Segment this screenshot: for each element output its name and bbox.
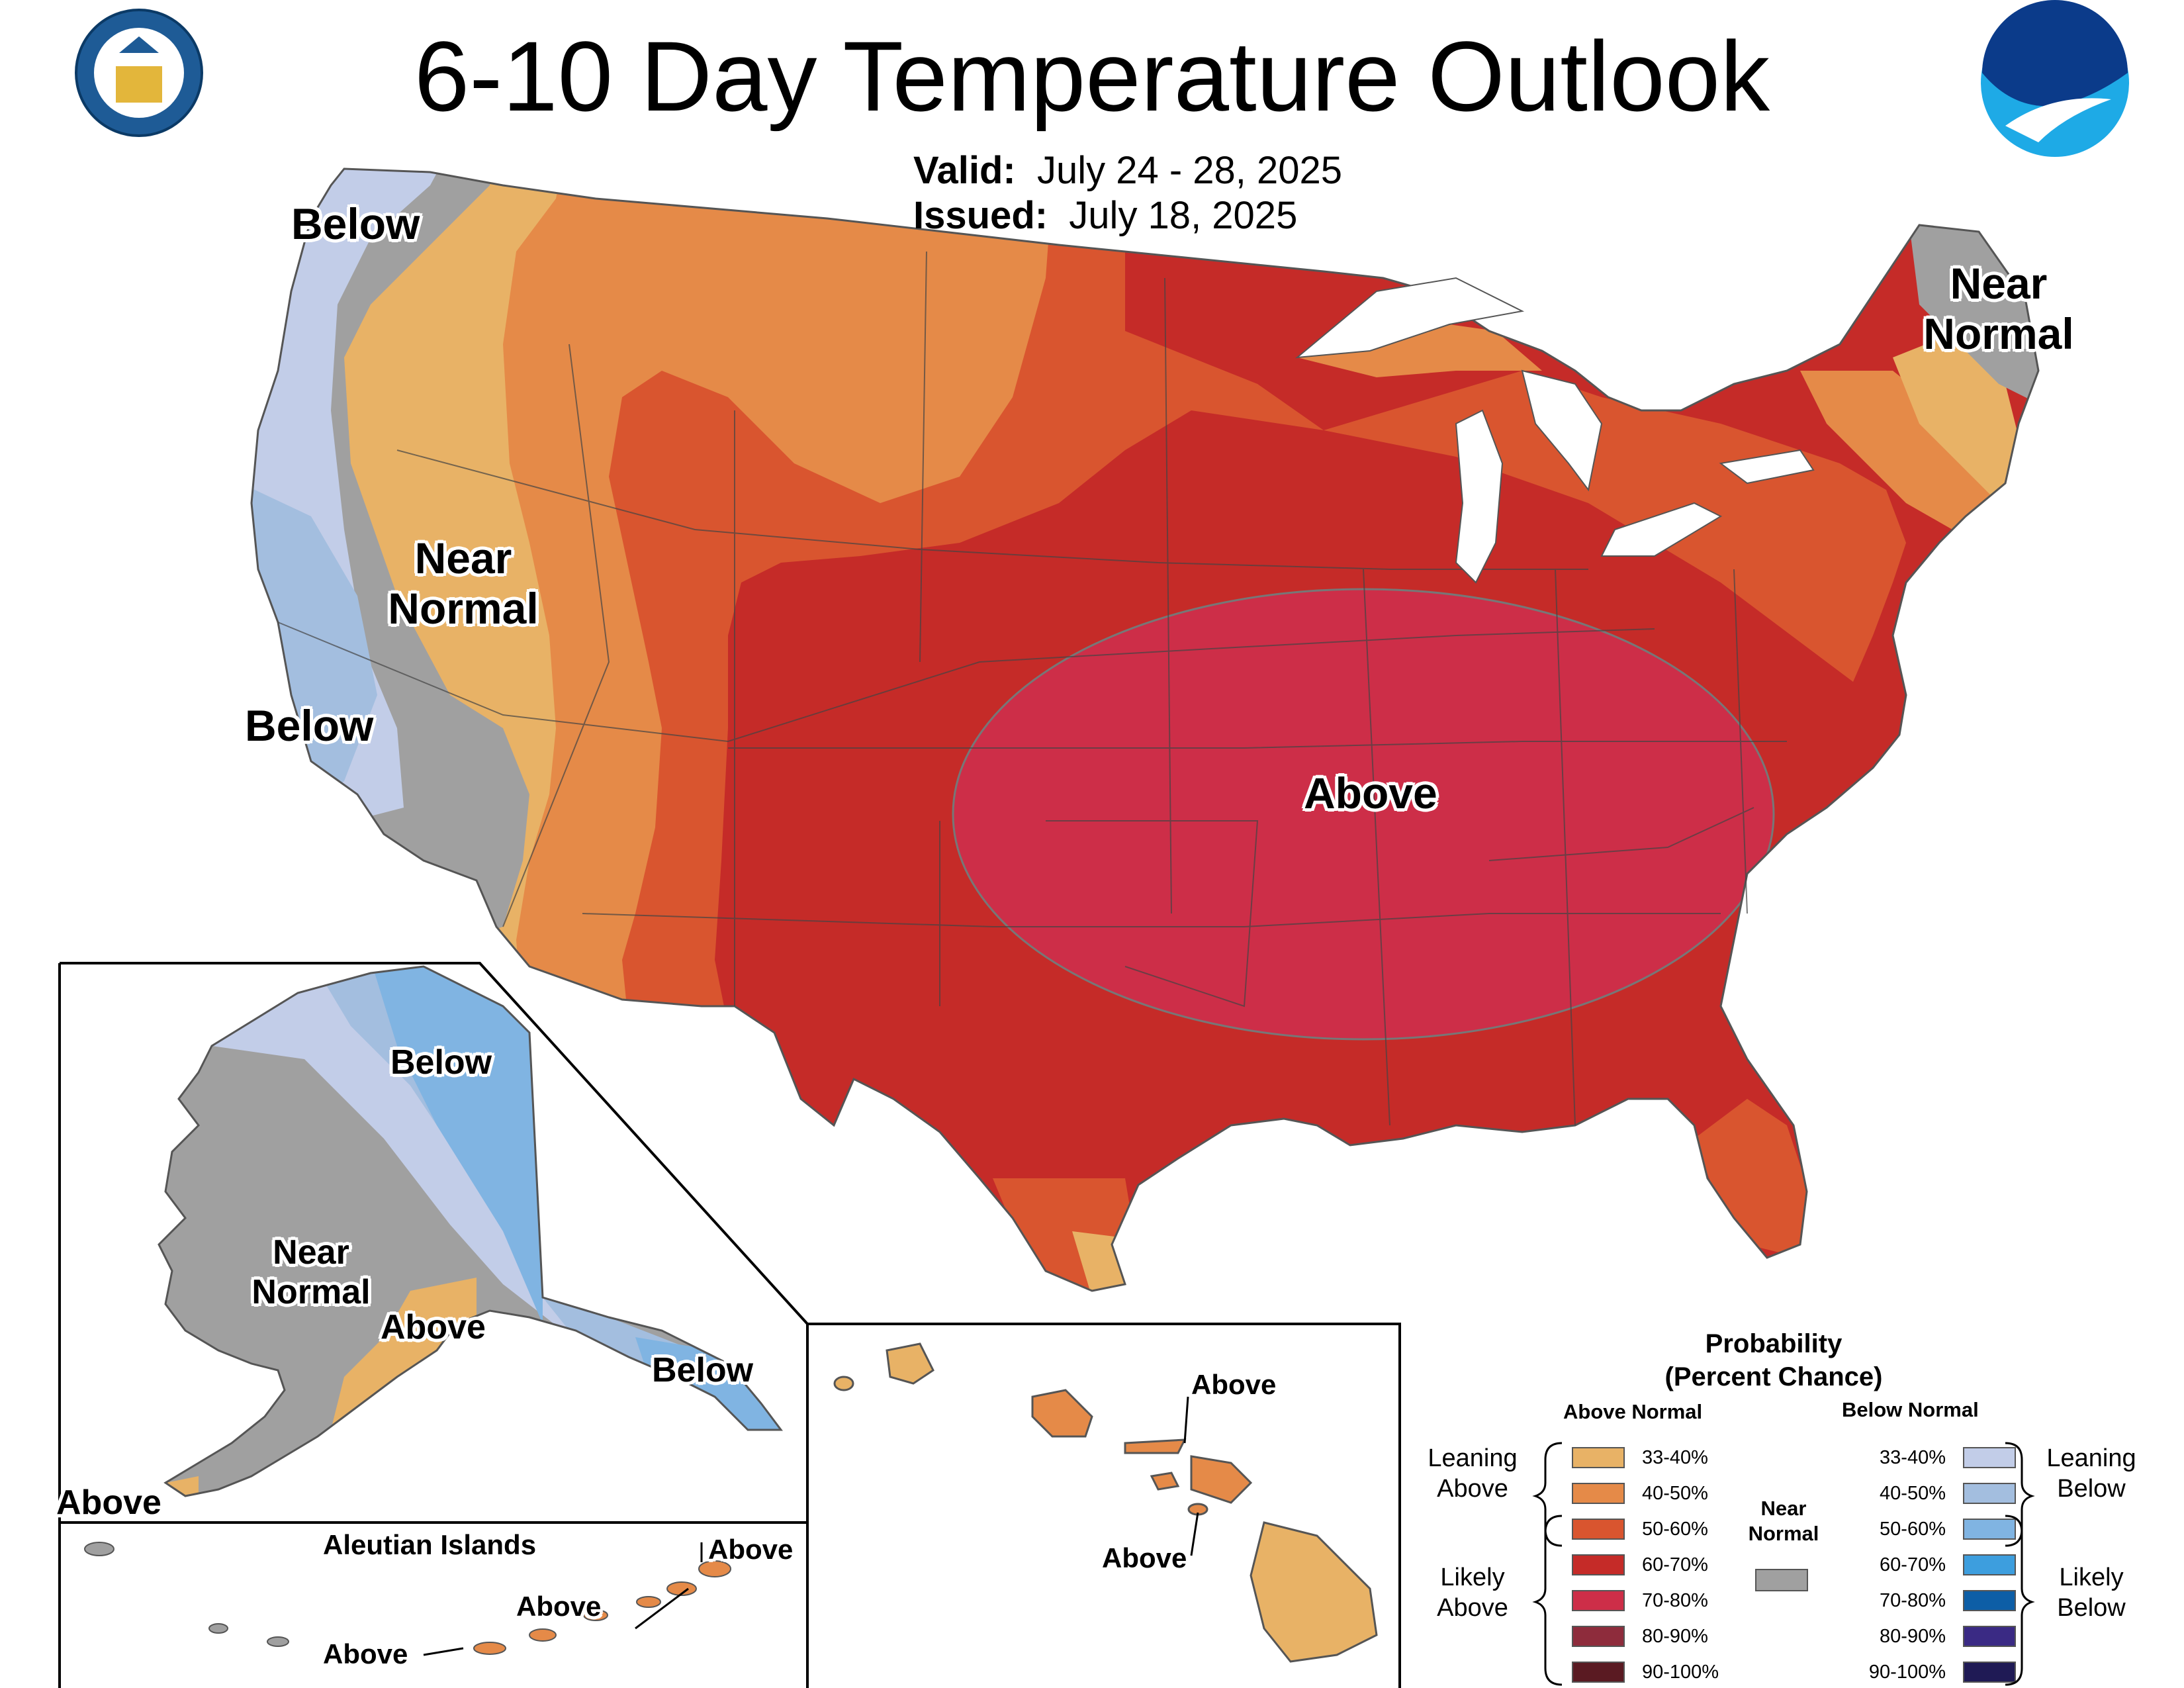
legend-above-swatch bbox=[1572, 1519, 1625, 1540]
legend-above-range: 70-80% bbox=[1642, 1589, 1708, 1611]
legend-below-row: 50-60% bbox=[1846, 1515, 2016, 1544]
legend-likely-below: Likely Below bbox=[2057, 1564, 2126, 1622]
issued-label: Issued: bbox=[913, 194, 1048, 237]
legend-above-range: 80-90% bbox=[1642, 1625, 1708, 1647]
legend-above-row: 50-60% bbox=[1572, 1515, 1708, 1544]
legend-below-range: 60-70% bbox=[1880, 1554, 1946, 1575]
aleutian-title: Aleutian Islands bbox=[323, 1529, 537, 1560]
legend-above-swatch bbox=[1572, 1447, 1625, 1468]
legend-title: Probability (Percent Chance) bbox=[1664, 1329, 1883, 1391]
legend-above-row: 60-70% bbox=[1572, 1550, 1708, 1579]
legend-below-row: 90-100% bbox=[1846, 1658, 2016, 1687]
legend-below-head: Below Normal bbox=[1842, 1398, 1979, 1421]
legend-above-range: 50-60% bbox=[1642, 1518, 1708, 1540]
legend-below-range: 80-90% bbox=[1880, 1625, 1946, 1647]
legend-above-swatch bbox=[1572, 1626, 1625, 1647]
legend-above-head: Above Normal bbox=[1563, 1400, 1703, 1423]
legend-below-swatch bbox=[1963, 1554, 2016, 1575]
legend-leaning-below: Leaning Below bbox=[2046, 1444, 2136, 1503]
ak-label-below-se: Below bbox=[652, 1351, 754, 1389]
ak-label-below-north: Below bbox=[390, 1043, 492, 1082]
ak-label-above-south: Above bbox=[381, 1308, 486, 1346]
label-above: Above bbox=[1304, 769, 1437, 818]
legend-above-row: 90-100% bbox=[1572, 1658, 1719, 1687]
aleutian-label-above-3: Above bbox=[323, 1638, 408, 1669]
legend-above-row: 80-90% bbox=[1572, 1622, 1708, 1651]
hi-label-above-1: Above bbox=[1191, 1369, 1277, 1400]
legend-below-range: 50-60% bbox=[1880, 1518, 1946, 1540]
map-title: 6-10 Day Temperature Outlook bbox=[414, 21, 1770, 132]
ak-label-above-sw: Above bbox=[56, 1483, 161, 1522]
legend-above-range: 33-40% bbox=[1642, 1446, 1708, 1468]
legend-leaning-above: Leaning Above bbox=[1428, 1444, 1518, 1503]
legend-below-range: 33-40% bbox=[1880, 1446, 1946, 1468]
label-below-north: Below bbox=[291, 199, 420, 248]
valid-line: Valid: July 24 - 28, 2025 bbox=[913, 149, 1342, 193]
noaa-logo-icon bbox=[1981, 0, 2129, 157]
legend-below-row: 80-90% bbox=[1846, 1622, 2016, 1651]
legend-above-row: 70-80% bbox=[1572, 1586, 1708, 1615]
label-near-west: Near Normal bbox=[388, 534, 539, 633]
aleutian-label-above-1: Above bbox=[708, 1534, 794, 1565]
label-near-northeast: Near Normal bbox=[1923, 259, 2074, 358]
legend-above-row: 33-40% bbox=[1572, 1443, 1708, 1472]
valid-value: July 24 - 28, 2025 bbox=[1036, 149, 1343, 192]
legend-below-swatch bbox=[1963, 1626, 2016, 1647]
hi-label-above-2: Above bbox=[1102, 1542, 1187, 1573]
legend-above-range: 60-70% bbox=[1642, 1554, 1708, 1575]
legend-near-normal: Near Normal bbox=[1748, 1497, 1819, 1545]
legend-below-row: 60-70% bbox=[1846, 1550, 2016, 1579]
legend-above-range: 40-50% bbox=[1642, 1482, 1708, 1504]
legend-below-swatch bbox=[1963, 1447, 2016, 1468]
legend-below-range: 40-50% bbox=[1880, 1482, 1946, 1504]
commerce-seal-icon bbox=[75, 9, 203, 137]
legend-above-swatch bbox=[1572, 1554, 1625, 1575]
legend-near-normal-swatch bbox=[1755, 1569, 1808, 1591]
legend-below-range: 90-100% bbox=[1868, 1661, 1946, 1683]
legend-below-row: 33-40% bbox=[1846, 1443, 2016, 1472]
legend-below-swatch bbox=[1963, 1662, 2016, 1683]
legend-below-swatch bbox=[1963, 1519, 2016, 1540]
ak-label-near: Near Normal bbox=[251, 1233, 371, 1311]
issued-value: July 18, 2025 bbox=[1069, 194, 1298, 237]
legend-below-row: 70-80% bbox=[1846, 1586, 2016, 1615]
legend-below-swatch bbox=[1963, 1590, 2016, 1611]
legend-likely-above: Likely Above bbox=[1437, 1564, 1508, 1622]
legend-above-row: 40-50% bbox=[1572, 1479, 1708, 1508]
legend-above-range: 90-100% bbox=[1642, 1661, 1719, 1683]
label-below-south: Below bbox=[245, 701, 374, 750]
legend-above-swatch bbox=[1572, 1590, 1625, 1611]
legend-above-swatch bbox=[1572, 1483, 1625, 1504]
legend-below-range: 70-80% bbox=[1880, 1589, 1946, 1611]
issued-line: Issued: July 18, 2025 bbox=[913, 194, 1297, 238]
valid-label: Valid: bbox=[913, 149, 1016, 192]
legend-below-swatch bbox=[1963, 1483, 2016, 1504]
legend-below-row: 40-50% bbox=[1846, 1479, 2016, 1508]
aleutian-label-above-2: Above bbox=[516, 1591, 602, 1622]
legend-above-swatch bbox=[1572, 1662, 1625, 1683]
